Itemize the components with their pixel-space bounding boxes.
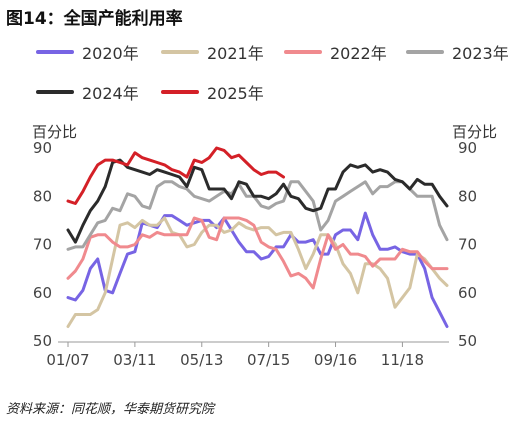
source-note: 资料来源：同花顺，华泰期货研究院	[6, 402, 215, 417]
legend-item-2023: 2023年	[406, 40, 509, 64]
y-tick-label-right: 90	[458, 139, 477, 157]
legend-swatch	[36, 50, 74, 54]
legend-label: 2025年	[207, 84, 264, 103]
y-tick-label-right: 80	[458, 187, 477, 205]
x-tick-label: 05/13	[180, 351, 223, 369]
series-line-2025	[66, 146, 285, 205]
x-tick-label: 11/18	[381, 351, 424, 369]
series-line-2020	[66, 211, 449, 328]
legend-item-2020: 2020年	[36, 40, 139, 64]
y-tick-label-right: 70	[458, 236, 477, 254]
x-tick-label: 07/15	[247, 351, 290, 369]
legend-swatch	[36, 90, 74, 94]
legend-item-2025: 2025年	[161, 80, 264, 104]
y-tick-label-left: 60	[33, 284, 52, 302]
legend-item-2021: 2021年	[161, 40, 264, 64]
x-tick-label: 03/11	[113, 351, 156, 369]
x-tick-label: 09/16	[314, 351, 357, 369]
y-tick-label-left: 50	[33, 332, 52, 350]
legend-label: 2023年	[452, 44, 509, 63]
legend-swatch	[161, 50, 199, 54]
chart-title: 图14：全国产能利用率	[6, 9, 183, 29]
y-tick-label-right: 50	[458, 332, 477, 350]
series-line-2024	[66, 158, 449, 244]
y-tick-label-left: 90	[33, 139, 52, 157]
legend-item-2022: 2022年	[284, 40, 387, 64]
legend-swatch	[284, 50, 322, 54]
legend-label: 2022年	[330, 44, 387, 63]
y-axis-title-right: 百分比	[452, 123, 497, 141]
legend-swatch	[406, 50, 444, 54]
legend-label: 2020年	[82, 44, 139, 63]
series-line-2022	[66, 216, 449, 290]
y-tick-label-right: 60	[458, 284, 477, 302]
legend-label: 2021年	[207, 44, 264, 63]
legend-swatch	[161, 90, 199, 94]
x-tick-label: 01/07	[46, 351, 89, 369]
y-tick-label-left: 70	[33, 236, 52, 254]
legend-item-2024: 2024年	[36, 80, 139, 104]
series-line-2021	[66, 216, 449, 328]
legend-label: 2024年	[82, 84, 139, 103]
y-axis-title-left: 百分比	[32, 123, 77, 141]
series-line-2023	[66, 180, 449, 251]
y-tick-label-left: 80	[33, 187, 52, 205]
